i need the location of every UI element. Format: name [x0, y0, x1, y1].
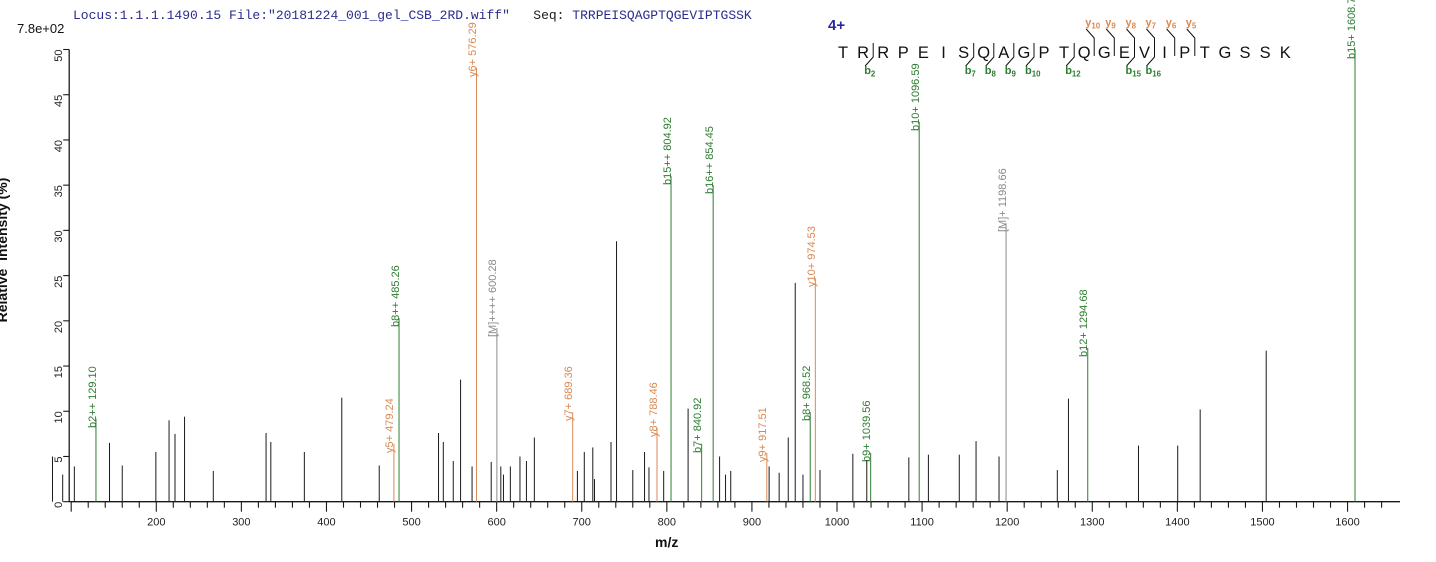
svg-text:I: I — [1162, 44, 1167, 62]
svg-text:b2: b2 — [864, 65, 876, 79]
svg-text:P: P — [1038, 44, 1049, 62]
svg-text:1400: 1400 — [1165, 517, 1189, 529]
svg-text:5: 5 — [53, 456, 65, 462]
svg-text:1000: 1000 — [825, 517, 849, 529]
svg-text:1200: 1200 — [995, 517, 1019, 529]
svg-text:S: S — [958, 44, 969, 62]
svg-text:y6: y6 — [1166, 17, 1177, 31]
svg-text:K: K — [1280, 44, 1291, 62]
svg-text:I: I — [941, 44, 946, 62]
svg-text:y9: y9 — [1105, 17, 1116, 31]
svg-text:4+: 4+ — [828, 17, 845, 34]
svg-text:0: 0 — [53, 502, 65, 508]
svg-text:G: G — [1017, 44, 1030, 62]
svg-text:20: 20 — [53, 321, 65, 333]
svg-text:y7: y7 — [1146, 17, 1157, 31]
svg-text:S: S — [1260, 44, 1271, 62]
svg-text:600: 600 — [487, 517, 505, 529]
svg-text:Q: Q — [977, 44, 990, 62]
svg-text:b9: b9 — [1005, 65, 1017, 79]
svg-text:E: E — [1119, 44, 1130, 62]
svg-text:1100: 1100 — [910, 517, 934, 529]
svg-text:b15: b15 — [1126, 65, 1142, 79]
svg-text:y8: y8 — [1126, 17, 1137, 31]
svg-text:1600: 1600 — [1335, 517, 1359, 529]
svg-text:800: 800 — [658, 517, 676, 529]
svg-text:300: 300 — [232, 517, 250, 529]
svg-text:b12: b12 — [1065, 65, 1081, 79]
svg-text:1300: 1300 — [1080, 517, 1104, 529]
svg-text:A: A — [998, 44, 1009, 62]
svg-text:b16: b16 — [1146, 65, 1162, 79]
svg-text:30: 30 — [53, 230, 65, 242]
svg-text:25: 25 — [53, 276, 65, 288]
svg-text:y10: y10 — [1085, 17, 1101, 31]
svg-text:S: S — [1239, 44, 1250, 62]
svg-text:Q: Q — [1078, 44, 1091, 62]
svg-text:T: T — [838, 44, 848, 62]
svg-text:T: T — [1200, 44, 1210, 62]
svg-text:35: 35 — [53, 185, 65, 197]
svg-text:P: P — [898, 44, 909, 62]
svg-text:y5: y5 — [1186, 17, 1197, 31]
svg-text:P: P — [1179, 44, 1190, 62]
svg-text:b7: b7 — [965, 65, 977, 79]
svg-text:10: 10 — [53, 411, 65, 423]
svg-text:500: 500 — [402, 517, 420, 529]
svg-text:R: R — [877, 44, 889, 62]
svg-text:200: 200 — [147, 517, 165, 529]
svg-text:50: 50 — [53, 49, 65, 61]
svg-text:T: T — [1059, 44, 1069, 62]
svg-text:G: G — [1218, 44, 1231, 62]
svg-text:b8: b8 — [985, 65, 997, 79]
svg-text:40: 40 — [53, 140, 65, 152]
svg-text:1500: 1500 — [1250, 517, 1274, 529]
svg-text:900: 900 — [743, 517, 761, 529]
svg-text:G: G — [1098, 44, 1111, 62]
svg-text:V: V — [1139, 44, 1150, 62]
svg-text:15: 15 — [53, 366, 65, 378]
svg-text:E: E — [918, 44, 929, 62]
svg-text:b10: b10 — [1025, 65, 1041, 79]
svg-text:R: R — [857, 44, 869, 62]
svg-text:700: 700 — [573, 517, 591, 529]
svg-text:400: 400 — [317, 517, 335, 529]
svg-text:45: 45 — [53, 95, 65, 107]
